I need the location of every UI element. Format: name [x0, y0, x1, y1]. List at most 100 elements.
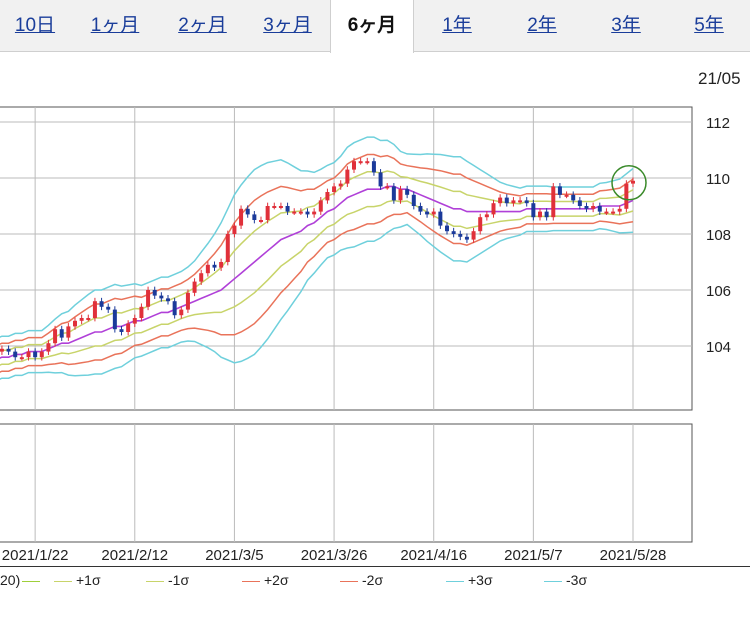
candle-up	[332, 186, 337, 192]
candle-down	[245, 208, 250, 215]
band-plus-2-sigma	[0, 153, 634, 345]
candle-up	[132, 318, 137, 324]
x-tick-label: 2021/2/12	[101, 547, 168, 564]
legend-label: +1σ	[76, 572, 101, 588]
candle-up	[265, 206, 270, 220]
candle-up	[239, 208, 244, 226]
candle-up	[79, 318, 84, 321]
candle-up	[345, 169, 350, 184]
candle-down	[531, 203, 536, 218]
legend-item: -2σ	[340, 572, 383, 588]
candle-down	[445, 225, 449, 232]
candle-up	[225, 234, 230, 262]
candle-up	[591, 206, 596, 209]
candle-up	[624, 183, 629, 209]
candle-down	[285, 206, 290, 212]
tab-10日[interactable]: 10日	[14, 15, 56, 36]
band-minus-3-sigma	[0, 223, 634, 380]
tab-3ヶ月[interactable]: 3ヶ月	[263, 15, 312, 36]
candle-up	[325, 192, 330, 201]
legend-label: +3σ	[468, 572, 493, 588]
candle-down	[166, 298, 170, 302]
band-plus-3-sigma	[0, 136, 634, 338]
candle-up	[564, 194, 569, 197]
candle-down	[252, 214, 257, 220]
y-tick-label: 106	[706, 283, 731, 300]
y-tick-label: 104	[706, 339, 731, 356]
candle-up	[318, 200, 323, 212]
main-plot-frame	[0, 106, 693, 411]
tab-1年[interactable]: 1年	[442, 15, 472, 36]
candle-down	[159, 295, 164, 299]
tab-6ヶ月[interactable]: 6ヶ月	[330, 0, 414, 53]
candle-down	[524, 200, 529, 204]
candle-up	[498, 197, 503, 204]
candle-up	[278, 206, 283, 208]
legend-line	[242, 580, 260, 582]
candle-up	[611, 211, 616, 214]
tab-3年[interactable]: 3年	[611, 15, 641, 36]
candle-down	[6, 348, 11, 352]
candle-up	[385, 186, 390, 189]
x-tick-label: 2021/5/28	[600, 547, 667, 564]
candle-up	[298, 211, 303, 214]
candle-up	[312, 211, 317, 215]
tab-2ヶ月[interactable]: 2ヶ月	[178, 15, 227, 36]
candle-up	[551, 186, 556, 218]
legend-item: +1σ	[54, 572, 101, 588]
tab-2年[interactable]: 2年	[527, 15, 557, 36]
candle-up	[398, 189, 403, 201]
candle-up	[511, 200, 516, 204]
legend-item: +3σ	[446, 572, 493, 588]
candle-up	[617, 208, 622, 212]
legend: 20) +1σ -1σ +2σ -2σ +3σ -3σ	[0, 566, 750, 594]
candle-down	[371, 161, 376, 173]
candle-up	[232, 225, 237, 234]
plot-content	[0, 136, 635, 380]
y-tick-label: 112	[706, 115, 730, 132]
moving-average-line	[0, 185, 634, 359]
candle-up	[352, 161, 356, 170]
candle-up	[179, 309, 184, 316]
tab-1ヶ月[interactable]: 1ヶ月	[90, 15, 140, 36]
band-minus-1-sigma	[0, 199, 634, 366]
candle-up	[192, 281, 197, 293]
legend-line	[340, 580, 358, 582]
legend-line	[22, 580, 41, 582]
candle-down	[172, 301, 177, 316]
candle-down	[411, 194, 416, 206]
candle-up	[46, 343, 51, 352]
candle-down	[391, 186, 396, 201]
candle-up	[185, 292, 190, 310]
legend-line	[544, 580, 562, 582]
legend-label: -2σ	[362, 572, 384, 588]
period-tabs: 10日 1ヶ月 2ヶ月 3ヶ月 6ヶ月 1年 2年 3年 5年	[0, 0, 750, 53]
candle-up	[292, 211, 297, 214]
candle-down	[212, 264, 217, 268]
candle-up	[259, 220, 263, 222]
candle-down	[451, 231, 456, 234]
candle-up	[92, 301, 97, 318]
legend-item: 20)	[0, 572, 44, 588]
candle-up	[491, 203, 496, 215]
candle-up	[478, 217, 483, 232]
candle-down	[378, 172, 383, 187]
candle-up	[126, 323, 131, 332]
tab-5年[interactable]: 5年	[694, 15, 724, 36]
x-tick-label: 2021/5/7	[504, 547, 562, 564]
candle-up	[205, 264, 210, 274]
candle-up	[39, 351, 44, 358]
candle-up	[26, 351, 31, 358]
candle-up	[219, 262, 224, 268]
candle-down	[577, 200, 582, 206]
candle-down	[438, 211, 443, 226]
x-tick-label: 2021/1/22	[2, 547, 69, 564]
candle-up	[199, 273, 204, 282]
legend-item: -1σ	[146, 572, 189, 588]
legend-label: +2σ	[264, 572, 289, 588]
candle-up	[484, 214, 489, 218]
candle-down	[597, 206, 602, 212]
candle-down	[119, 329, 124, 332]
candle-up	[86, 318, 91, 320]
candle-up	[518, 200, 523, 203]
